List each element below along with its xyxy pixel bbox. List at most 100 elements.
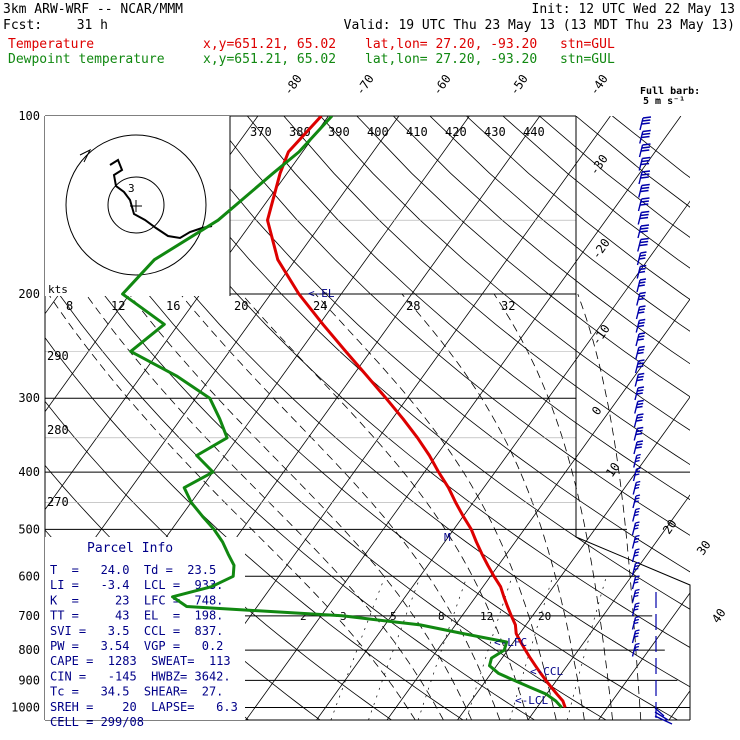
dry-adiabat xyxy=(612,116,690,179)
isotherm xyxy=(668,690,690,720)
wind-barb xyxy=(634,359,645,374)
barb-legend-line1: Full barb: xyxy=(640,86,700,97)
theta-label: 430 xyxy=(484,125,506,139)
hodograph-tick-label: 28 xyxy=(406,299,420,313)
isotherm xyxy=(45,116,400,609)
wind-barb xyxy=(635,305,646,320)
dry-adiabat xyxy=(45,144,678,720)
isotherm-label: 10 xyxy=(603,460,623,480)
parcel-info-row: PW = 3.54 VGP = 0.2 xyxy=(50,639,223,653)
dewpoint-legend: Dewpoint temperature xyxy=(8,52,165,67)
isotherm-label: -40 xyxy=(587,72,611,98)
isotherm xyxy=(45,116,47,119)
pressure-label-100: 100 xyxy=(18,109,40,123)
moist-adiabat xyxy=(315,293,557,720)
dry-adiabat xyxy=(246,116,690,501)
hodograph-tick-label: 12 xyxy=(111,299,125,313)
wind-barb xyxy=(638,170,651,185)
parcel-info-row: K = 23 LFC = 748. xyxy=(50,593,223,607)
isotherm xyxy=(245,116,682,720)
mixing-ratio-label: 8 xyxy=(438,610,445,623)
wind-barb xyxy=(631,588,640,603)
theta-label: 440 xyxy=(523,125,545,139)
parcel-info-panel: Parcel Info T = 24.0 Td = 23.5LI = -3.4 … xyxy=(45,537,245,729)
moist-adiabat xyxy=(180,293,501,720)
dry-adiabat xyxy=(45,209,607,720)
hodograph-tick-label: 32 xyxy=(501,299,515,313)
pressure-label-400: 400 xyxy=(18,465,40,479)
wind-barb xyxy=(633,440,644,455)
moist-adiabat xyxy=(241,293,529,720)
lcl-marker: <-LCL xyxy=(515,694,548,707)
wind-barb xyxy=(631,602,640,617)
wind-barb-surface xyxy=(654,707,673,725)
theta-label-left: 290 xyxy=(47,349,69,363)
xy-temp: x,y=651.21, 65.02 xyxy=(203,37,336,52)
hodograph-ring-label: 3 xyxy=(128,182,135,195)
isotherm-label: 0 xyxy=(589,404,605,418)
isotherm xyxy=(598,592,690,720)
mixing-ratio-line xyxy=(417,576,468,720)
theta-label: 400 xyxy=(367,125,389,139)
parcel-info-row: Tc = 34.5 SHEAR= 27. xyxy=(50,685,223,699)
hodograph-kts-label: kts xyxy=(48,283,68,296)
parcel-info-title: Parcel Info xyxy=(87,541,173,556)
theta-label: 370 xyxy=(250,125,272,139)
parcel-info-background xyxy=(45,537,245,720)
wind-barb xyxy=(634,386,645,401)
moist-adiabat xyxy=(85,293,444,720)
barb-legend-line2: 5 m s⁻¹ xyxy=(643,96,685,107)
isotherm-label: 20 xyxy=(660,517,680,537)
wind-barb xyxy=(632,507,640,522)
wind-barb xyxy=(631,561,640,576)
wind-barbs: Full barb: 5 m s⁻¹ xyxy=(631,86,700,725)
isotherm-label: -70 xyxy=(353,72,377,98)
moist-adiabat xyxy=(401,293,585,720)
hodograph-trace xyxy=(109,158,213,240)
parcel-info-row: CAPE = 1283 SWEAT= 113 xyxy=(50,654,231,668)
hodograph-tick-label: 8 xyxy=(66,299,73,313)
hodograph-label-mark xyxy=(79,148,92,163)
hodograph-ring-inner xyxy=(107,176,165,234)
wind-barb xyxy=(633,426,644,441)
dry-adiabat xyxy=(429,116,690,332)
wind-barb xyxy=(631,642,640,657)
moist-adiabat xyxy=(48,293,416,720)
stn-temp: stn=GUL xyxy=(560,37,615,52)
mixing-ratio-label: 12 xyxy=(480,610,493,623)
mixing-ratio-line xyxy=(330,576,386,720)
wind-barb xyxy=(637,224,650,239)
dewpoint-profile xyxy=(121,116,563,709)
hodograph-tick-label: 20 xyxy=(234,299,248,313)
moist-adiabat xyxy=(577,293,642,720)
xy-dew: x,y=651.21, 65.02 xyxy=(203,52,336,67)
isotherm-label: -80 xyxy=(281,72,305,98)
parcel-info-row: CELL = 299/08 xyxy=(50,715,144,729)
pressure-label-800: 800 xyxy=(18,643,40,657)
init-line: Init: 12 UTC Wed 22 May 13 xyxy=(532,2,736,17)
wind-barb xyxy=(638,183,650,198)
fcst-value: 31 h xyxy=(77,18,108,33)
wind-barb xyxy=(632,494,641,509)
dry-adiabat xyxy=(393,116,690,365)
isotherm xyxy=(527,494,690,720)
stn-dew: stn=GUL xyxy=(560,52,615,67)
isotherm-label: 30 xyxy=(694,538,714,558)
wind-barb xyxy=(636,264,647,279)
fcst-label: Fcst: xyxy=(3,18,42,33)
dry-adiabat xyxy=(283,116,690,466)
isotherm xyxy=(457,396,690,720)
hodograph: 3 kts xyxy=(45,116,231,296)
parcel-info-row: SVI = 3.5 CCL = 837. xyxy=(50,624,223,638)
wind-barb xyxy=(636,291,646,306)
wind-barb xyxy=(631,629,640,644)
pressure-label-200: 200 xyxy=(18,287,40,301)
wind-barb xyxy=(636,278,647,293)
mixing-ratio-line xyxy=(509,576,554,720)
el-marker: <-EL xyxy=(308,287,335,300)
mixing-ratio-line xyxy=(368,576,421,720)
wind-barb xyxy=(631,615,640,630)
dry-adiabat xyxy=(45,336,464,720)
dry-adiabat xyxy=(210,116,690,536)
